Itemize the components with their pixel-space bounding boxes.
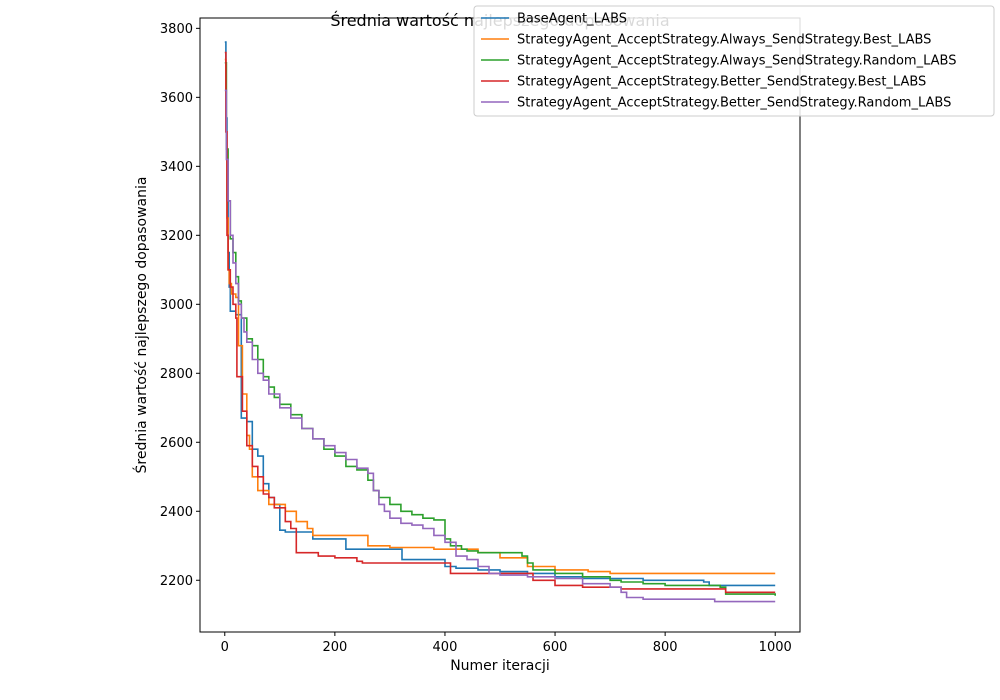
legend-entry: StrategyAgent_AcceptStrategy.Better_Send… [517,96,951,111]
series-line-2 [224,58,776,575]
y-axis-ticks: 2200 2400 2600 2800 3000 3200 3400 3600 3800 [160,22,200,589]
legend: BaseAgent_LABS StrategyAgent_AcceptStrate… [473,5,995,117]
legend-entry: BaseAgent_LABS [517,12,627,27]
x-tick-label: 1000 [759,640,792,655]
y-tick-label: 2400 [160,505,193,520]
y-tick-label: 3800 [160,22,193,37]
y-tick-label: 2200 [160,574,193,589]
x-tick-label: 400 [433,640,458,655]
x-axis-ticks: 0 200 400 600 800 1000 [221,632,792,655]
y-tick-label: 3600 [160,91,193,106]
legend-entry: StrategyAgent_AcceptStrategy.Always_Send… [517,54,956,69]
legend-box [473,5,995,117]
y-tick-label: 2600 [160,436,193,451]
series-line-3 [224,62,776,596]
x-tick-label: 800 [653,640,678,655]
legend-entry: StrategyAgent_AcceptStrategy.Always_Send… [517,33,931,48]
x-tick-label: 600 [543,640,568,655]
y-tick-label: 3200 [160,229,193,244]
legend-entry: StrategyAgent_AcceptStrategy.Better_Send… [517,75,926,90]
y-axis-label: Średnia wartość najlepszego dopasowania [132,177,150,474]
series-line-5 [224,89,776,603]
x-tick-label: 0 [221,640,229,655]
y-tick-label: 3000 [160,298,193,313]
series-line-1 [224,41,776,587]
y-tick-label: 2800 [160,367,193,382]
y-tick-label: 3400 [160,160,193,175]
series-line-4 [224,51,776,594]
series-layer [224,41,776,603]
x-tick-label: 200 [322,640,347,655]
x-axis-label: Numer iteracji [450,658,550,674]
